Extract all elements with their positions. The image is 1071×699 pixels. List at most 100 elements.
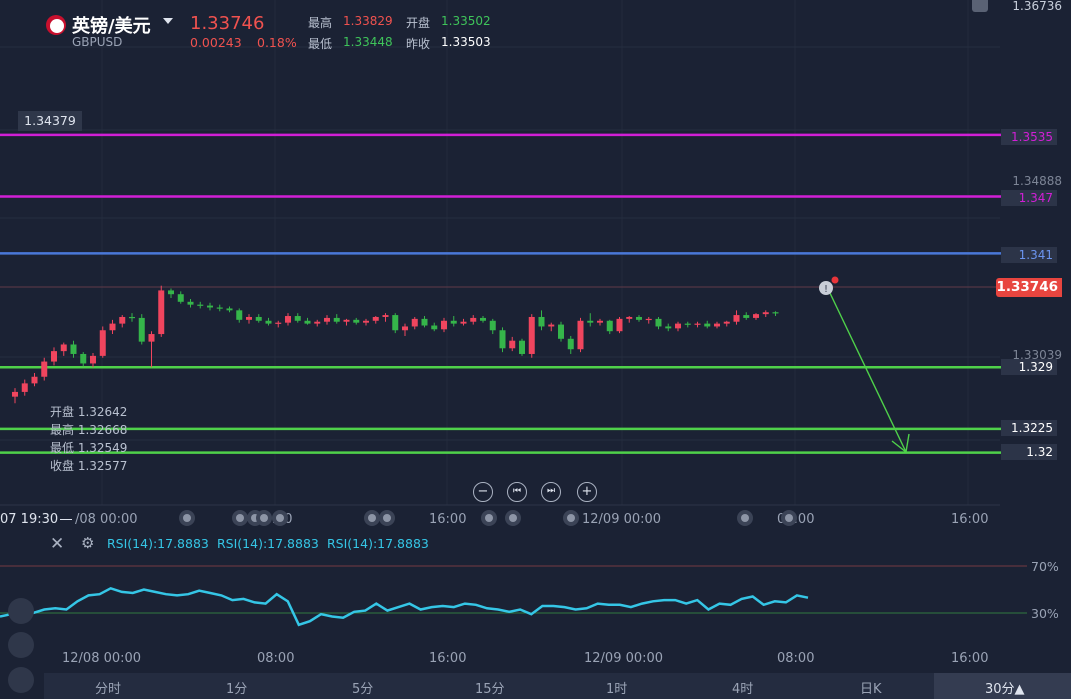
- candle-body: [645, 318, 652, 321]
- candle-body: [12, 391, 18, 397]
- time-label-3: 16:00: [429, 512, 467, 527]
- rsi-time-label-2: 08:00: [257, 651, 295, 666]
- candle-body: [41, 361, 48, 377]
- candle-body: [772, 312, 779, 314]
- candle-body: [129, 316, 135, 319]
- level-label-5: 1.3225: [1001, 420, 1057, 436]
- candle-body: [294, 316, 301, 321]
- pencil-icon[interactable]: [8, 632, 34, 658]
- candle-body: [148, 334, 155, 342]
- tf-daily[interactable]: 日K: [860, 682, 882, 697]
- event-marker[interactable]: [272, 510, 288, 526]
- rsi-label-2: RSI(14):17.8883: [217, 536, 319, 551]
- candle-body: [138, 317, 145, 342]
- event-marker[interactable]: [379, 510, 395, 526]
- current-price-label: 1.33746: [996, 278, 1062, 297]
- candle-body: [51, 351, 57, 362]
- candle-type-icon[interactable]: [8, 598, 34, 624]
- time-cursor-dash: [60, 519, 72, 520]
- candle-body: [372, 316, 379, 321]
- candle-body: [460, 321, 467, 324]
- level-label-1: 1.3535: [1001, 129, 1057, 145]
- scroll-back-button[interactable]: ⏮: [507, 482, 527, 502]
- candle-body: [21, 383, 28, 392]
- candle-body: [538, 316, 545, 327]
- event-marker[interactable]: [505, 510, 521, 526]
- candle-body: [207, 305, 213, 308]
- candle-body: [197, 304, 204, 306]
- candle-body: [402, 326, 408, 331]
- tf-1h[interactable]: 1时: [606, 682, 628, 697]
- level-label-6: 1.32: [1001, 444, 1057, 460]
- candle-body: [480, 317, 486, 321]
- tf-tick[interactable]: 分时: [95, 682, 122, 697]
- rsi-time-label-3: 16:00: [429, 651, 467, 666]
- trend-arrowhead: [891, 433, 910, 454]
- tf-30m[interactable]: 30分▲: [985, 682, 1025, 697]
- candle-body: [558, 324, 564, 339]
- scale-price-2: 1.33039: [1012, 348, 1062, 362]
- tf-1m[interactable]: 1分: [226, 682, 248, 697]
- chevron-down-icon[interactable]: [163, 18, 173, 24]
- candle-body: [743, 315, 750, 318]
- event-marker[interactable]: [737, 510, 753, 526]
- us-flag-icon: [50, 19, 64, 33]
- candle-body: [265, 320, 272, 324]
- candle-body: [275, 322, 282, 324]
- rsi-time-label-5: 08:00: [777, 651, 815, 666]
- candle-body: [606, 320, 613, 332]
- candle-body: [70, 344, 77, 354]
- zoom-in-button[interactable]: +: [577, 482, 597, 502]
- event-marker[interactable]: [364, 510, 380, 526]
- event-marker[interactable]: [781, 510, 797, 526]
- candle-body: [548, 324, 555, 327]
- alert-dot: [831, 276, 839, 284]
- prev-close-value: 1.33503: [441, 35, 491, 49]
- tf-5m[interactable]: 5分: [352, 682, 374, 697]
- event-marker[interactable]: [232, 510, 248, 526]
- tf-4h[interactable]: 4时: [732, 682, 754, 697]
- scroll-forward-button[interactable]: ⏭: [541, 482, 561, 502]
- info-marker-icon: [819, 281, 833, 295]
- event-marker[interactable]: [179, 510, 195, 526]
- candle-body: [421, 318, 428, 326]
- candle-body: [636, 316, 642, 320]
- event-marker[interactable]: [256, 510, 272, 526]
- candle-body: [168, 290, 174, 295]
- event-marker[interactable]: [481, 510, 497, 526]
- level-label-2: 1.347: [1001, 190, 1057, 206]
- candle-body: [324, 317, 330, 322]
- time-label-1: /08 00:00: [75, 512, 138, 527]
- trend-tool-icon[interactable]: [8, 667, 34, 693]
- candle-body: [255, 316, 262, 321]
- price-levels: [0, 133, 1001, 454]
- instrument-symbol: GBPUSD: [72, 35, 123, 49]
- candle-body: [392, 315, 399, 331]
- drawing-toolbar: [0, 595, 40, 699]
- candle-body: [60, 344, 67, 352]
- instrument-title[interactable]: 英镑/美元: [72, 16, 151, 37]
- tf-15m[interactable]: 15分: [475, 682, 505, 697]
- candle-body: [626, 316, 633, 319]
- rsi-level-30: 30%: [1031, 606, 1059, 621]
- candle-body: [187, 301, 194, 305]
- candle-body: [519, 340, 525, 354]
- timeframe-bar: [44, 673, 1071, 699]
- tooltip-high: 最高 1.32668: [50, 423, 128, 437]
- candle-body: [528, 316, 535, 354]
- zoom-out-button[interactable]: −: [473, 482, 493, 502]
- open-label: 开盘: [406, 16, 431, 30]
- bell-icon[interactable]: [972, 0, 988, 12]
- scale-price-1: 1.34888: [1012, 174, 1062, 188]
- rsi-line: [0, 586, 809, 627]
- settings-icon[interactable]: ⚙: [81, 534, 95, 552]
- event-marker[interactable]: [563, 510, 579, 526]
- tooltip-low: 最低 1.32549: [50, 441, 128, 455]
- candle-body: [675, 323, 681, 329]
- rsi-level-70: 70%: [1031, 559, 1059, 574]
- crosshair-price-label: 1.34379: [18, 111, 82, 131]
- close-icon[interactable]: ✕: [50, 534, 65, 554]
- candle-body: [489, 320, 496, 331]
- candle-body: [226, 308, 233, 311]
